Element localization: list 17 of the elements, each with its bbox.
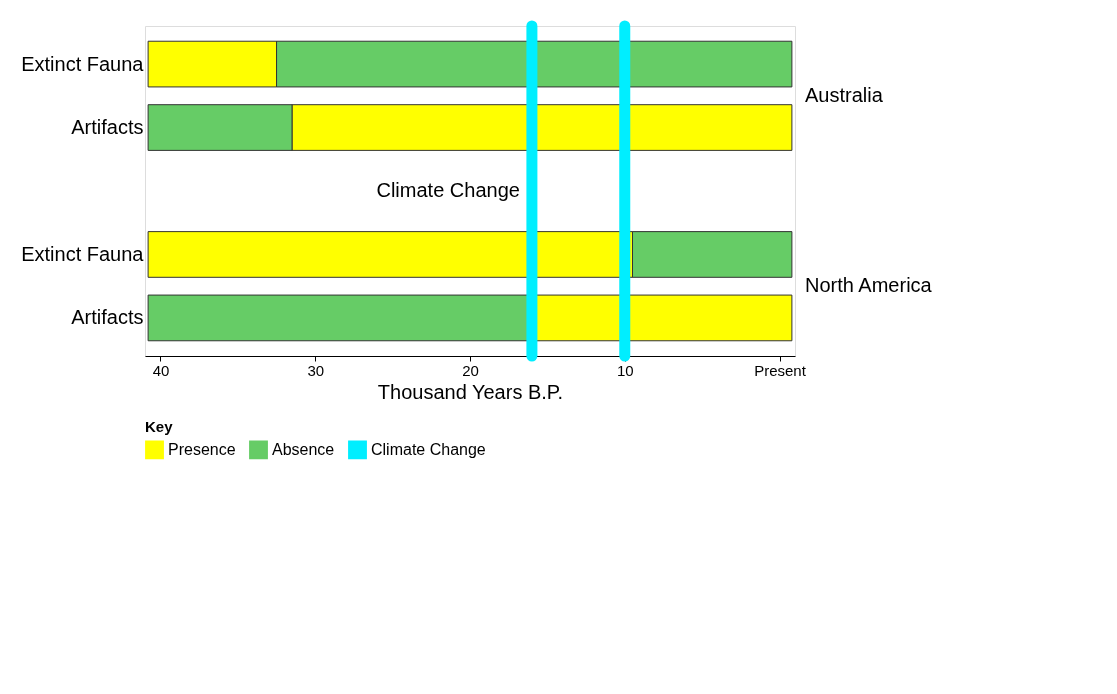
x-tick-label: 30: [307, 361, 325, 379]
x-tick-label: 20: [462, 361, 479, 379]
annotation: Climate Change: [376, 179, 520, 201]
y-tick-label: Artifacts: [71, 306, 144, 329]
legend-label: Presence: [168, 440, 236, 458]
legend-title: Key: [145, 418, 174, 435]
x-axis-title: Thousand Years B.P.: [377, 380, 564, 403]
x-tick-label: 10: [616, 361, 634, 379]
text: North America: [805, 274, 933, 297]
x-tick-label: Present: [754, 361, 807, 379]
x-tick-label: 40: [152, 361, 170, 379]
y-tick-label: Extinct Fauna: [21, 52, 145, 75]
y-tick-label: Artifacts: [71, 116, 144, 139]
legend-label: Climate Change: [371, 440, 486, 458]
y-tick-label: Extinct Fauna: [21, 242, 145, 265]
text: Australia: [805, 83, 884, 106]
legend-label: Absence: [272, 440, 335, 458]
